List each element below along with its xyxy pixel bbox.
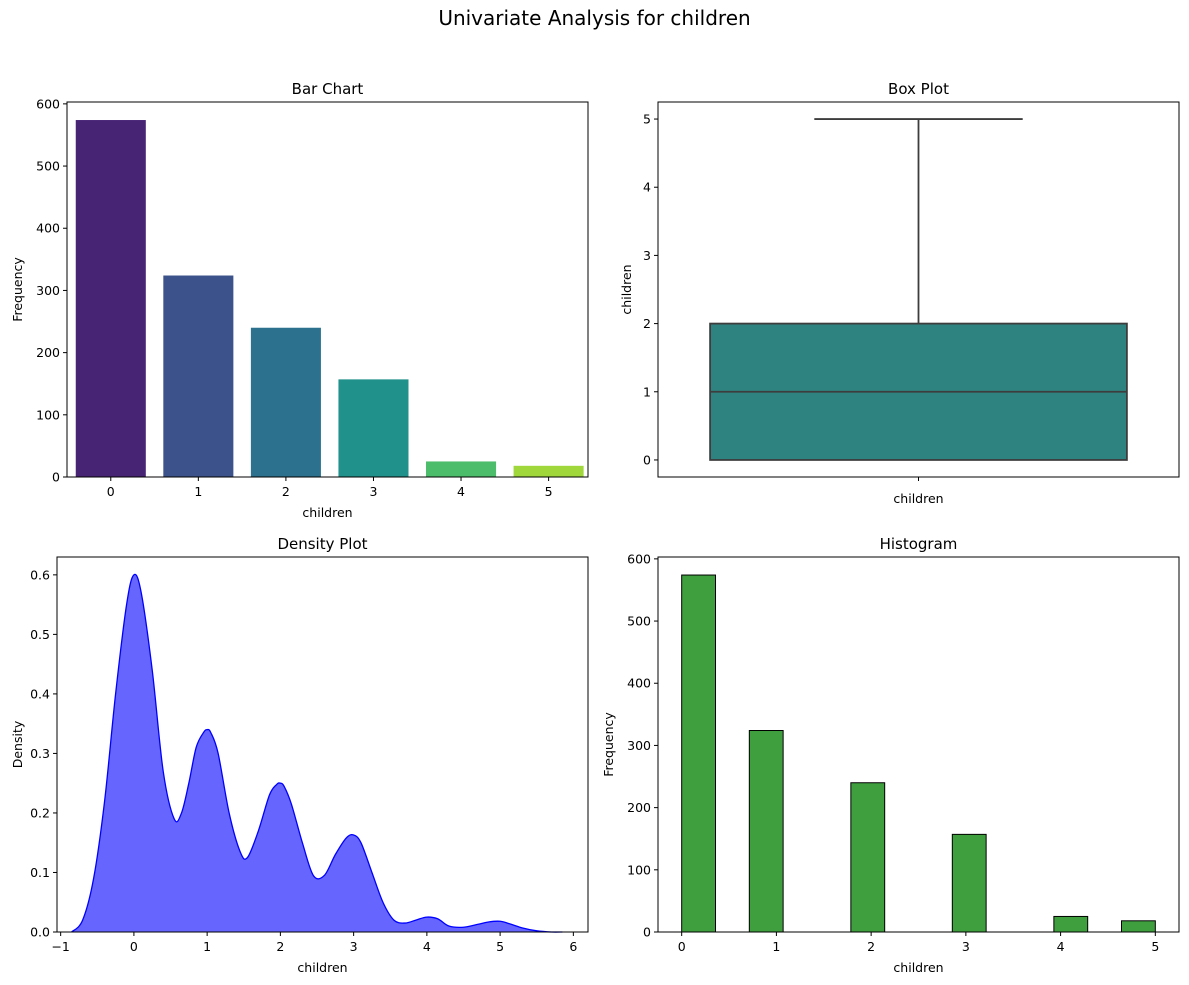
- x-tick-label-bar: 5: [545, 484, 553, 499]
- y-tick-label-density: 0.2: [30, 805, 50, 820]
- y-tick-label-box: 0: [643, 452, 651, 467]
- y-tick-label-bar: 500: [36, 159, 60, 174]
- x-tick-label-hist: 1: [772, 939, 780, 954]
- y-tick-label-bar: 400: [36, 221, 60, 236]
- y-tick-label-hist: 100: [627, 862, 651, 877]
- y-tick-label-bar: 100: [36, 407, 60, 422]
- chart-title-hist: Histogram: [880, 535, 958, 553]
- y-tick-label-hist: 400: [627, 676, 651, 691]
- hist-bin-5: [1121, 920, 1156, 933]
- y-tick-label-density: 0.5: [30, 627, 50, 642]
- bar-5: [513, 465, 584, 477]
- bar-1: [163, 275, 234, 477]
- chart-title-bar: Bar Chart: [292, 80, 364, 98]
- y-tick-label-density: 0.1: [30, 865, 50, 880]
- y-axis-label-bar: Frequency: [10, 257, 25, 322]
- x-tick-label-hist: 3: [962, 939, 970, 954]
- x-tick-label-hist: 5: [1151, 939, 1159, 954]
- x-axis-label-density: children: [297, 960, 347, 975]
- y-axis-label-density: Density: [10, 720, 25, 768]
- y-tick-label-box: 5: [643, 112, 651, 127]
- y-axis-label-box: children: [619, 264, 634, 314]
- chart-title-box: Box Plot: [888, 80, 949, 98]
- density-area: [71, 574, 563, 933]
- density-line: [71, 573, 563, 933]
- y-tick-label-hist: 0: [643, 925, 651, 940]
- y-tick-label-density: 0.4: [30, 686, 50, 701]
- y-axis-label-hist: Frequency: [601, 712, 616, 777]
- x-tick-label-density: 1: [203, 939, 211, 954]
- y-tick-label-hist: 200: [627, 800, 651, 815]
- x-tick-label-hist: 0: [678, 939, 686, 954]
- y-tick-label-density: 0.6: [30, 567, 50, 582]
- bar-2: [250, 327, 321, 477]
- x-axis-label-hist: children: [893, 960, 943, 975]
- y-tick-label-bar: 0: [52, 470, 60, 485]
- y-tick-label-hist: 300: [627, 738, 651, 753]
- hist-bin-2: [850, 782, 886, 933]
- figure-title: Univariate Analysis for children: [438, 6, 751, 30]
- x-axis-label-bar: children: [302, 505, 352, 520]
- axes-frame-bar: [66, 101, 589, 478]
- axes-frame-hist: [657, 556, 1180, 933]
- y-tick-label-hist: 500: [627, 614, 651, 629]
- chart-title-density: Density Plot: [277, 535, 367, 553]
- x-tick-label-bar: 1: [194, 484, 202, 499]
- x-tick-label-density: 5: [496, 939, 504, 954]
- hist-bin-1: [748, 730, 784, 933]
- x-tick-label-density: 6: [569, 939, 577, 954]
- y-tick-label-bar: 300: [36, 283, 60, 298]
- y-tick-label-density: 0.3: [30, 746, 50, 761]
- y-tick-label-density: 0.0: [30, 925, 50, 940]
- hist-bin-4: [1053, 915, 1089, 933]
- x-tick-label-bar: 2: [282, 484, 290, 499]
- x-tick-label-bar: 0: [107, 484, 115, 499]
- x-axis-label-box: children: [893, 491, 943, 506]
- y-tick-label-hist: 600: [627, 551, 651, 566]
- y-tick-label-box: 4: [643, 180, 651, 195]
- x-tick-label-density: 4: [423, 939, 431, 954]
- x-tick-label-density: −1: [51, 939, 69, 954]
- bar-4: [426, 461, 497, 477]
- x-tick-label-density: 2: [276, 939, 284, 954]
- x-tick-label-bar: 3: [369, 484, 377, 499]
- y-tick-label-bar: 200: [36, 345, 60, 360]
- x-tick-label-density: 3: [350, 939, 358, 954]
- y-tick-label-box: 1: [643, 384, 651, 399]
- y-tick-label-box: 2: [643, 316, 651, 331]
- x-tick-label-bar: 4: [457, 484, 465, 499]
- y-tick-label-bar: 600: [36, 96, 60, 111]
- x-tick-label-density: 0: [130, 939, 138, 954]
- hist-bin-3: [951, 833, 987, 933]
- hist-bin-0: [681, 574, 716, 933]
- bar-3: [338, 379, 409, 477]
- y-tick-label-box: 3: [643, 248, 651, 263]
- x-tick-label-hist: 2: [867, 939, 875, 954]
- axes-frame-density: [56, 556, 589, 933]
- bar-0: [75, 120, 146, 478]
- x-tick-label-hist: 4: [1057, 939, 1065, 954]
